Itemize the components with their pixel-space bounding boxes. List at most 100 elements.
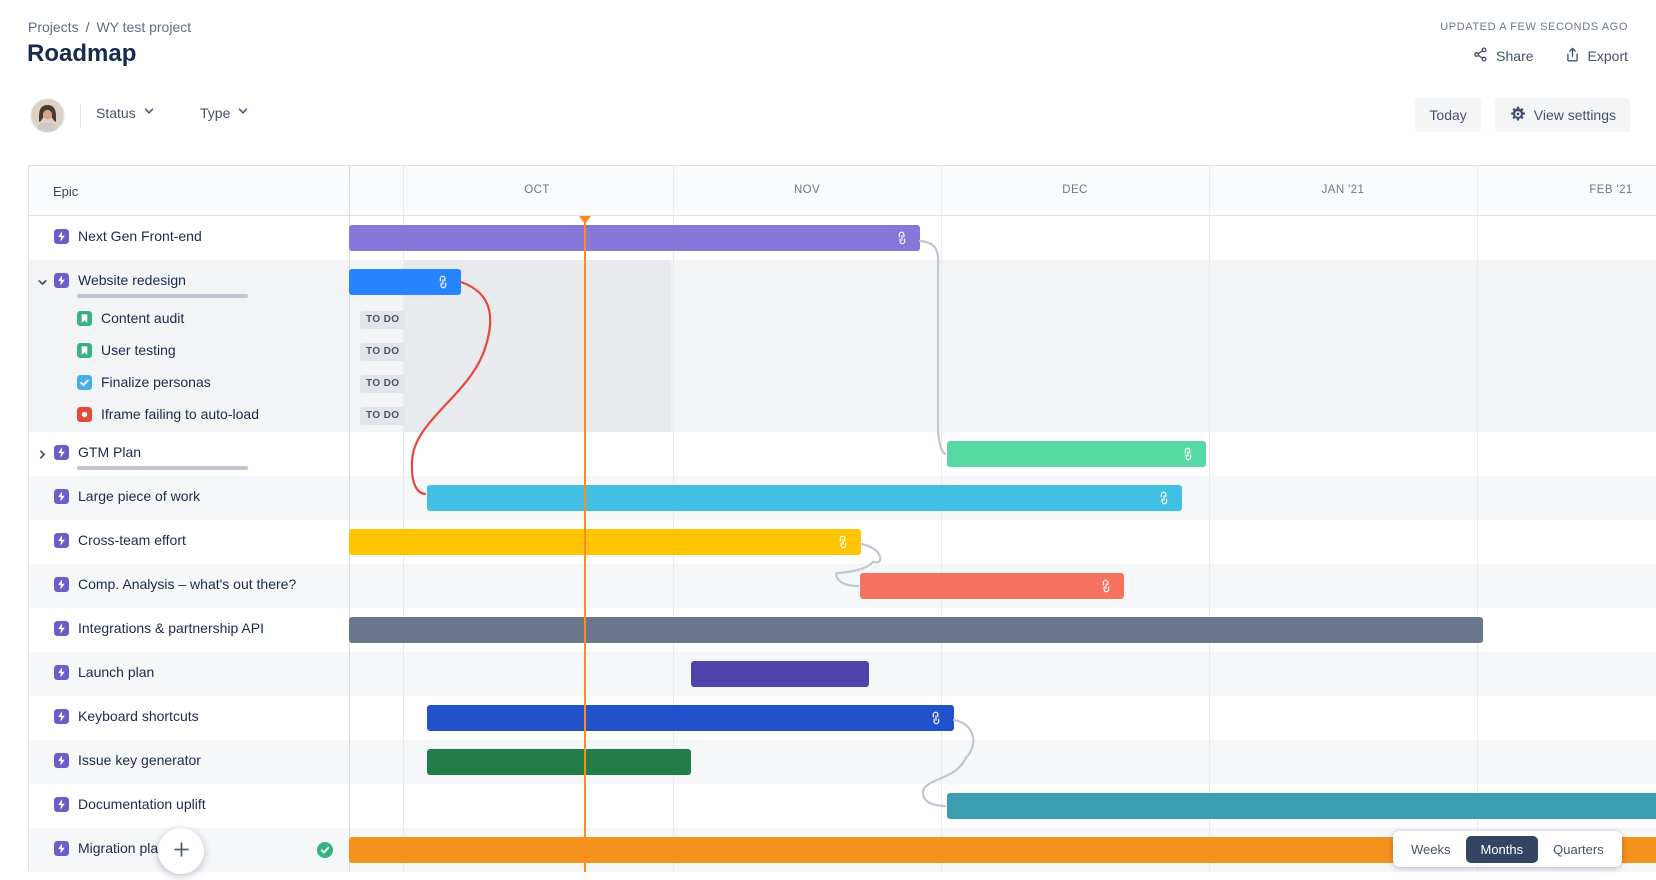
row-label-text: Website redesign [78, 272, 186, 288]
row-iframe-failing-to-auto-load[interactable]: Iframe failing to auto-load [77, 406, 259, 422]
updated-status: UPDATED A FEW SECONDS AGO [1440, 21, 1628, 33]
bar-cross-team-effort[interactable] [349, 529, 861, 555]
share-button[interactable]: Share [1470, 42, 1535, 70]
today-button[interactable]: Today [1415, 98, 1481, 132]
row-label-text: Content audit [101, 310, 185, 326]
gridline [1209, 166, 1210, 872]
row-stripe [29, 400, 1656, 432]
epic-icon [54, 840, 69, 856]
avatar[interactable] [31, 99, 64, 132]
bar-documentation-uplift[interactable] [947, 793, 1656, 819]
row-label-text: Documentation uplift [78, 796, 206, 812]
row-label-text: Large piece of work [78, 488, 201, 504]
link-icon [835, 534, 851, 550]
epic-icon [54, 576, 69, 592]
epic-icon [54, 664, 69, 680]
row-label-text: Keyboard shortcuts [78, 708, 199, 724]
row-issue-key-generator[interactable]: Issue key generator [54, 752, 201, 768]
status-badge: TO DO [360, 311, 406, 329]
timeline-header [29, 166, 1656, 216]
zoom-option-weeks[interactable]: Weeks [1396, 836, 1466, 863]
gridline [403, 166, 404, 872]
breadcrumb-project[interactable]: WY test project [96, 19, 192, 35]
breadcrumb-separator: / [85, 19, 90, 35]
month-label: JAN '21 [1321, 184, 1365, 196]
link-icon [1156, 490, 1172, 506]
chevron-down-icon [142, 104, 156, 121]
epic-icon [54, 228, 69, 244]
task-icon [77, 374, 92, 390]
row-label-text: Issue key generator [78, 752, 201, 768]
row-label-text: Migration plan [78, 840, 166, 856]
bar-keyboard-shortcuts[interactable] [427, 705, 954, 731]
zoom-option-quarters[interactable]: Quarters [1538, 836, 1619, 863]
row-stripe [29, 368, 1656, 400]
link-icon [894, 230, 910, 246]
today-marker [579, 216, 591, 224]
row-website-redesign[interactable]: Website redesign [54, 272, 186, 288]
gridline [673, 166, 674, 872]
bar-website-redesign[interactable] [349, 269, 461, 295]
bar-next-gen-front-end[interactable] [349, 225, 920, 251]
row-migration-plan[interactable]: Migration plan [54, 840, 166, 856]
add-epic-button[interactable] [158, 828, 204, 874]
epic-icon [54, 620, 69, 636]
row-label-text: Launch plan [78, 664, 155, 680]
row-large-piece-of-work[interactable]: Large piece of work [54, 488, 200, 504]
panel-timeline-divider [349, 166, 350, 872]
row-finalize-personas[interactable]: Finalize personas [77, 374, 211, 390]
chevron-down-icon[interactable] [34, 274, 50, 290]
bar-integrations-partnership-api[interactable] [349, 617, 1483, 643]
bug-icon [77, 406, 92, 422]
bar-launch-plan[interactable] [691, 661, 869, 687]
chevron-right-icon[interactable] [34, 446, 50, 462]
epic-icon [54, 272, 69, 288]
row-stripe [29, 432, 1656, 476]
type-filter-dropdown[interactable]: Type [196, 98, 254, 127]
epic-icon [54, 444, 69, 460]
row-label-text: Cross-team effort [78, 532, 186, 548]
breadcrumb-projects[interactable]: Projects [28, 19, 79, 35]
export-button[interactable]: Export [1562, 42, 1630, 70]
row-stripe [29, 260, 1656, 304]
bar-comp-analysis[interactable] [860, 573, 1124, 599]
story-icon [77, 310, 92, 326]
row-label-text: Iframe failing to auto-load [101, 406, 259, 422]
gridline [1477, 166, 1478, 872]
month-label: FEB '21 [1589, 184, 1633, 196]
row-integrations-partnership-api[interactable]: Integrations & partnership API [54, 620, 264, 636]
row-label-text: User testing [101, 342, 176, 358]
roadmap-chart: Epic OCT NOV DEC JAN '21 FEB '21 Next Gen Fron… [28, 165, 1656, 872]
link-icon [1098, 578, 1114, 594]
row-stripe [29, 740, 1656, 784]
epic-icon [54, 796, 69, 812]
row-next-gen-front-end[interactable]: Next Gen Front-end [54, 228, 202, 244]
view-settings-button[interactable]: View settings [1494, 98, 1630, 132]
row-cross-team-effort[interactable]: Cross-team effort [54, 532, 186, 548]
row-documentation-uplift[interactable]: Documentation uplift [54, 796, 206, 812]
status-badge: TO DO [360, 343, 406, 361]
row-keyboard-shortcuts[interactable]: Keyboard shortcuts [54, 708, 199, 724]
page-title: Roadmap [27, 40, 137, 67]
status-filter-dropdown[interactable]: Status [92, 98, 160, 127]
epic-progress-bar [77, 466, 248, 470]
link-icon [928, 710, 944, 726]
row-content-audit[interactable]: Content audit [77, 310, 184, 326]
epic-icon [54, 708, 69, 724]
toolbar-divider [80, 104, 81, 128]
bar-gtm-plan[interactable] [947, 441, 1206, 467]
story-icon [77, 342, 92, 358]
row-comp-analysis[interactable]: Comp. Analysis – what's out there? [54, 576, 296, 592]
export-icon [1564, 46, 1581, 66]
row-label-text: Comp. Analysis – what's out there? [78, 576, 297, 592]
timeline-zoom-toggle: Weeks Months Quarters [1393, 831, 1622, 867]
row-launch-plan[interactable]: Launch plan [54, 664, 154, 680]
row-gtm-plan[interactable]: GTM Plan [54, 444, 141, 460]
bar-issue-key-generator[interactable] [427, 749, 691, 775]
epic-icon [54, 752, 69, 768]
bar-large-piece-of-work[interactable] [427, 485, 1182, 511]
gear-icon [1509, 105, 1527, 126]
row-user-testing[interactable]: User testing [77, 342, 176, 358]
row-label-text: GTM Plan [78, 444, 142, 460]
zoom-option-months[interactable]: Months [1465, 835, 1539, 863]
